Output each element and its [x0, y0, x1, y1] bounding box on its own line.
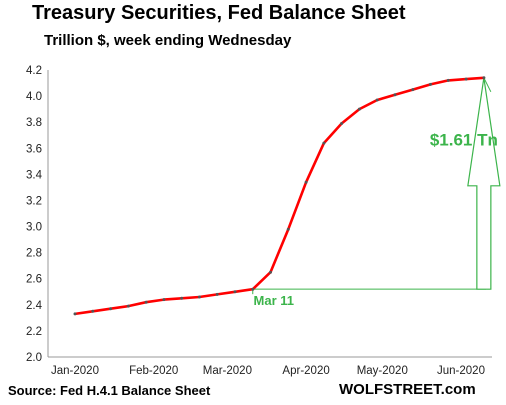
y-tick-label: 4.0 — [26, 91, 42, 103]
data-point — [464, 77, 468, 81]
annotation-layer: Mar 11 $1.61 Tn — [252, 77, 501, 308]
y-tick-label: 3.2 — [26, 195, 42, 207]
x-tick-label: Mar-2020 — [203, 365, 252, 377]
y-tick-label: 3.6 — [26, 143, 42, 155]
y-tick-label: 2.4 — [26, 300, 43, 312]
data-point — [233, 290, 237, 294]
y-tick-label: 2.6 — [26, 274, 42, 286]
series-points — [73, 76, 486, 316]
data-point — [286, 227, 290, 231]
x-tick-label: Feb-2020 — [129, 365, 178, 377]
x-tick-label: Jun-2020 — [437, 365, 485, 377]
data-point — [375, 98, 379, 102]
source-note: Source: Fed H.4.1 Balance Sheet — [8, 383, 211, 398]
start-date-label: Mar 11 — [254, 293, 294, 308]
x-tick-labels: Jan-2020 Feb-2020 Mar-2020 Apr-2020 May-2020… — [51, 365, 485, 377]
data-point — [144, 300, 148, 304]
series-line — [74, 76, 484, 316]
data-point — [446, 78, 450, 82]
data-point — [162, 298, 166, 302]
y-tick-label: 3.4 — [26, 169, 43, 181]
data-point — [357, 107, 361, 111]
data-point — [340, 122, 344, 125]
y-tick-labels: 2.0 2.2 2.4 2.6 2.8 3.0 3.2 3.4 3.6 3.8 4.0 4.2 — [26, 65, 43, 364]
data-point — [304, 180, 308, 184]
data-point — [215, 292, 219, 296]
data-point — [180, 296, 184, 300]
data-point — [429, 82, 432, 86]
y-tick-label: 3.8 — [26, 117, 42, 129]
data-point — [251, 287, 255, 291]
y-tick-label: 2.0 — [26, 352, 42, 364]
x-tick-label: Apr-2020 — [282, 365, 329, 377]
data-point — [197, 295, 201, 299]
chart-subtitle: Trillion $, week ending Wednesday — [44, 32, 292, 49]
data-point — [269, 270, 272, 274]
y-tick-label: 2.8 — [26, 248, 42, 260]
y-tick-label: 2.2 — [26, 326, 42, 338]
increase-label: $1.61 Tn — [430, 131, 498, 150]
data-point — [322, 141, 326, 145]
data-point — [91, 309, 95, 313]
y-tick-label: 4.2 — [26, 65, 42, 77]
data-point — [73, 312, 77, 316]
x-tick-label: Jan-2020 — [51, 365, 99, 377]
data-point — [482, 76, 486, 80]
data-point — [109, 307, 113, 311]
data-point — [411, 88, 415, 92]
data-point — [393, 93, 397, 97]
increase-arrow — [467, 77, 501, 290]
data-point — [126, 304, 130, 308]
y-tick-label: 3.0 — [26, 222, 42, 234]
top-reference-tick — [483, 77, 492, 93]
brand-label: WOLFSTREET.com — [339, 381, 476, 398]
chart-title: Treasury Securities, Fed Balance Sheet — [32, 2, 406, 24]
x-tick-label: May-2020 — [357, 365, 408, 377]
